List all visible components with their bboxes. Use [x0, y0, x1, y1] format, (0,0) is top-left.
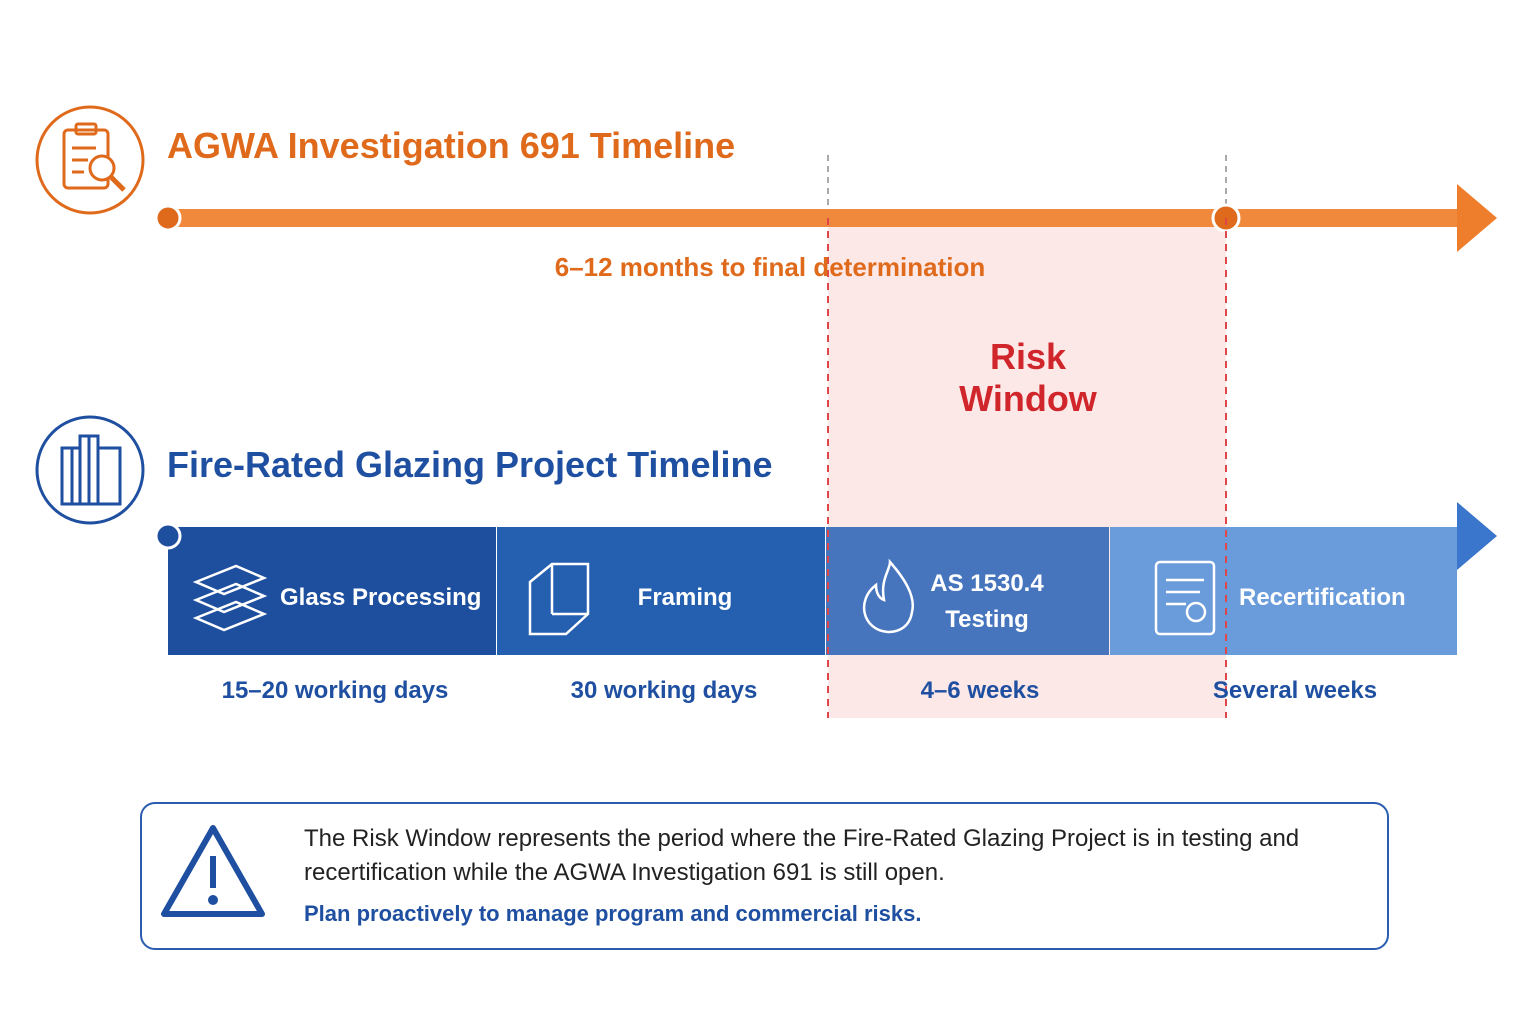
phase-duration: Several weeks [1212, 677, 1378, 704]
phase-bar [168, 527, 496, 655]
building-icon [60, 434, 122, 506]
investigation-title: AGWA Investigation 691 Timeline [167, 125, 736, 166]
phase-bar [826, 527, 1109, 655]
phase-label: Recertification [1239, 584, 1406, 611]
start-dot [154, 204, 182, 232]
phase-duration: 4–6 weeks [920, 677, 1040, 704]
arrowhead [1457, 184, 1497, 252]
investigation-bar [168, 209, 1460, 227]
risk-window-label: Risk Window [959, 336, 1097, 419]
investigation-duration: 6–12 months to final determination [554, 252, 986, 282]
project-title: Fire-Rated Glazing Project Timeline [167, 444, 773, 485]
start-dot [154, 522, 182, 550]
project-icon [35, 415, 145, 525]
phase-label: AS 1530.4 Testing [930, 570, 1044, 633]
clipboard-icon [62, 122, 126, 192]
note-box [140, 802, 1389, 950]
investigation-icon [35, 105, 145, 215]
glass-icon [192, 564, 268, 632]
arrowhead [1457, 502, 1497, 570]
fire-icon [862, 558, 915, 634]
note-emphasis: Plan proactively to manage program and c… [304, 901, 922, 926]
frame-icon [528, 562, 590, 636]
phase-label: Glass Processing [280, 584, 482, 611]
phase-label: Framing [637, 584, 733, 611]
phase-duration: 15–20 working days [221, 677, 449, 704]
phase-duration: 30 working days [570, 677, 758, 704]
note-text: The Risk Window represents the period wh… [304, 825, 1300, 886]
warning-icon [161, 825, 265, 917]
certificate-icon [1154, 560, 1216, 636]
